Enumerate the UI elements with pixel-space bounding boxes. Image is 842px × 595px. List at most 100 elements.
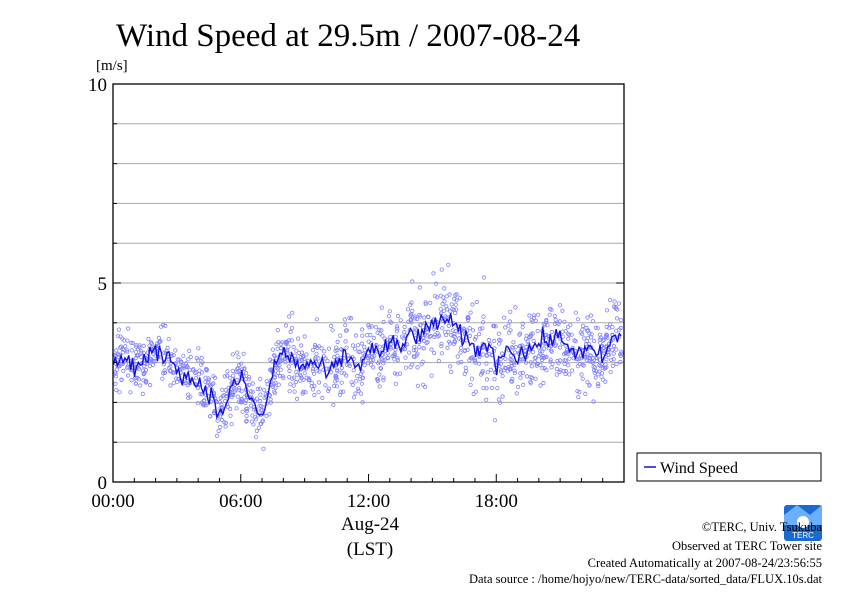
sample-point: [228, 375, 233, 380]
sample-point: [451, 341, 457, 346]
sample-point: [246, 374, 251, 380]
sample-point: [162, 368, 167, 373]
sample-point: [424, 340, 429, 346]
sample-point: [157, 339, 162, 345]
sample-point: [508, 309, 513, 314]
sample-point: [274, 342, 279, 347]
sample-point: [512, 368, 517, 373]
sample-point: [525, 339, 530, 344]
sample-point: [375, 377, 380, 382]
sample-point: [188, 354, 193, 360]
sample-point: [228, 406, 233, 411]
sample-point: [547, 312, 552, 317]
sample-point: [453, 293, 458, 298]
sample-point: [360, 369, 365, 374]
sample-point: [604, 308, 610, 313]
sample-point: [421, 338, 426, 343]
sample-point: [498, 368, 504, 373]
sample-point: [569, 332, 574, 337]
sample-point: [455, 354, 460, 359]
sample-point: [614, 361, 619, 367]
sample-point: [388, 346, 393, 351]
sample-point: [458, 350, 463, 355]
sample-point: [244, 419, 249, 424]
sample-point: [353, 333, 358, 338]
sample-point: [322, 349, 327, 354]
sample-point: [359, 341, 364, 346]
sample-point: [593, 325, 598, 330]
sample-point: [281, 376, 286, 381]
sample-point: [114, 387, 119, 393]
sample-point: [270, 347, 275, 352]
sample-point: [272, 375, 277, 380]
sample-point: [136, 352, 141, 358]
site-text: Observed at TERC Tower site: [672, 539, 822, 553]
sample-point: [477, 331, 482, 337]
sample-point: [402, 329, 407, 335]
sample-point: [419, 361, 424, 367]
sample-point: [355, 343, 361, 348]
grid-lines: [113, 123, 624, 443]
sample-point: [589, 359, 594, 364]
sample-point: [334, 384, 339, 389]
sample-point: [501, 315, 507, 320]
sample-point: [378, 365, 383, 371]
sample-point: [377, 344, 382, 349]
sample-point: [412, 316, 417, 321]
sample-point: [338, 333, 343, 338]
sample-point: [280, 374, 285, 379]
sample-point: [186, 357, 191, 362]
sample-point: [392, 352, 397, 358]
sample-point: [595, 381, 601, 386]
sample-point: [304, 375, 309, 380]
sample-point: [260, 419, 265, 424]
sample-point: [480, 326, 485, 331]
sample-point: [588, 313, 594, 318]
x-tick-label: 12:00: [347, 491, 390, 512]
sample-point: [320, 395, 325, 400]
sample-point: [234, 406, 239, 411]
sample-point: [357, 349, 362, 354]
sample-point: [277, 373, 283, 379]
sample-point: [326, 386, 332, 391]
sample-point: [478, 372, 484, 377]
sample-point: [408, 313, 414, 318]
sample-point: [597, 332, 603, 337]
sample-point: [530, 319, 535, 324]
sample-point: [422, 384, 428, 390]
sample-point: [168, 368, 173, 373]
sample-point: [331, 402, 336, 407]
sample-point: [428, 300, 433, 305]
sample-point: [481, 275, 487, 280]
sample-point: [457, 296, 462, 301]
sample-point: [449, 333, 454, 338]
sample-point: [235, 350, 240, 355]
sample-point: [362, 363, 367, 368]
sample-point: [230, 392, 235, 397]
sample-point: [563, 358, 569, 363]
y-tick-label: 5: [98, 274, 108, 295]
sample-point: [116, 327, 122, 332]
sample-point: [548, 357, 553, 362]
sample-point: [598, 335, 603, 340]
sample-point: [186, 392, 191, 397]
sample-point: [147, 363, 152, 369]
sample-point: [163, 323, 168, 328]
sample-point: [557, 369, 562, 375]
sample-point: [299, 357, 305, 362]
sample-point: [439, 341, 444, 346]
x-tick-label: 18:00: [475, 491, 518, 512]
sample-point: [488, 367, 494, 372]
sample-point: [113, 374, 119, 379]
sample-point: [245, 406, 250, 411]
sample-point: [446, 329, 451, 334]
sample-points: [112, 262, 624, 451]
sample-point: [608, 370, 613, 375]
sample-point: [590, 355, 595, 360]
sample-point: [134, 343, 139, 348]
sample-point: [123, 344, 128, 349]
created-text: Created Automatically at 2007-08-24/23:5…: [588, 556, 822, 570]
sample-point: [618, 359, 623, 365]
sample-point: [449, 369, 454, 374]
sample-point: [171, 370, 176, 375]
